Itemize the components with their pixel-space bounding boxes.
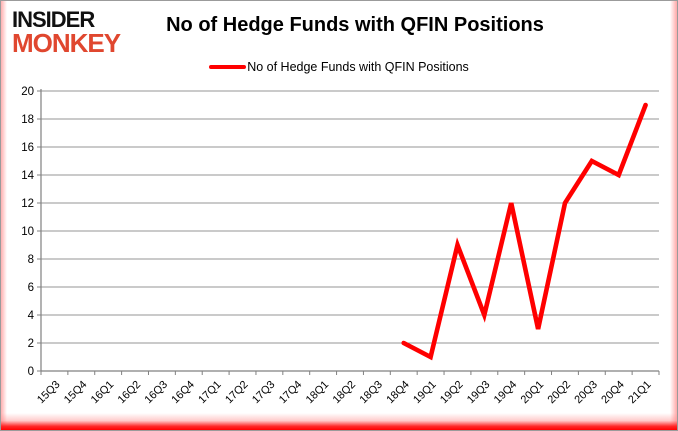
y-axis-label: 12 <box>21 198 34 210</box>
x-axis-label: 15Q4 <box>62 379 90 407</box>
legend-label: No of Hedge Funds with QFIN Positions <box>247 60 469 74</box>
insider-monkey-logo: INSIDER MONKEY <box>12 7 121 58</box>
x-axis-label: 18Q4 <box>384 379 412 407</box>
x-axis-label: 17Q3 <box>250 379 278 407</box>
y-axis-label: 6 <box>28 282 34 294</box>
x-axis-label: 20Q4 <box>599 379 627 407</box>
x-axis-label: 20Q2 <box>546 379 574 407</box>
y-axis-label: 0 <box>28 366 34 378</box>
x-axis-label: 19Q2 <box>438 379 466 407</box>
x-axis-label: 19Q1 <box>411 379 439 407</box>
y-axis-label: 16 <box>21 142 34 154</box>
x-axis-label: 16Q3 <box>143 379 171 407</box>
y-axis-label: 20 <box>21 86 34 98</box>
x-axis-label: 20Q1 <box>519 379 547 407</box>
y-axis-label: 18 <box>21 114 34 126</box>
x-axis-label: 16Q1 <box>89 379 117 407</box>
x-axis-label: 17Q2 <box>223 379 251 407</box>
legend-line-marker <box>209 65 247 69</box>
x-axis-label: 16Q4 <box>169 379 197 407</box>
x-axis-label: 19Q4 <box>492 379 520 407</box>
y-axis-label: 4 <box>28 310 35 322</box>
chart-title: No of Hedge Funds with QFIN Positions <box>166 14 544 36</box>
y-axis-label: 8 <box>28 254 34 266</box>
series-line-qfin <box>401 102 648 361</box>
x-axis-label: 15Q3 <box>35 379 63 407</box>
x-axis-label: 21Q1 <box>626 379 654 407</box>
x-axis-label: 18Q1 <box>304 379 332 407</box>
x-axis-label: 20Q3 <box>572 379 600 407</box>
x-axis-label: 18Q3 <box>357 379 385 407</box>
x-axis-label: 16Q2 <box>116 379 144 407</box>
y-axis-label: 2 <box>28 338 34 350</box>
y-axis-label: 10 <box>21 226 34 238</box>
legend: No of Hedge Funds with QFIN Positions <box>1 60 677 74</box>
x-axis-label: 17Q4 <box>277 379 305 407</box>
x-axis-label: 18Q2 <box>331 379 359 407</box>
x-axis-label: 19Q3 <box>465 379 493 407</box>
logo-line-monkey: MONKEY <box>12 27 121 58</box>
y-axis-label: 14 <box>21 170 34 182</box>
x-axis-label: 17Q1 <box>196 379 224 407</box>
logo-line-insider: INSIDER <box>12 7 95 32</box>
